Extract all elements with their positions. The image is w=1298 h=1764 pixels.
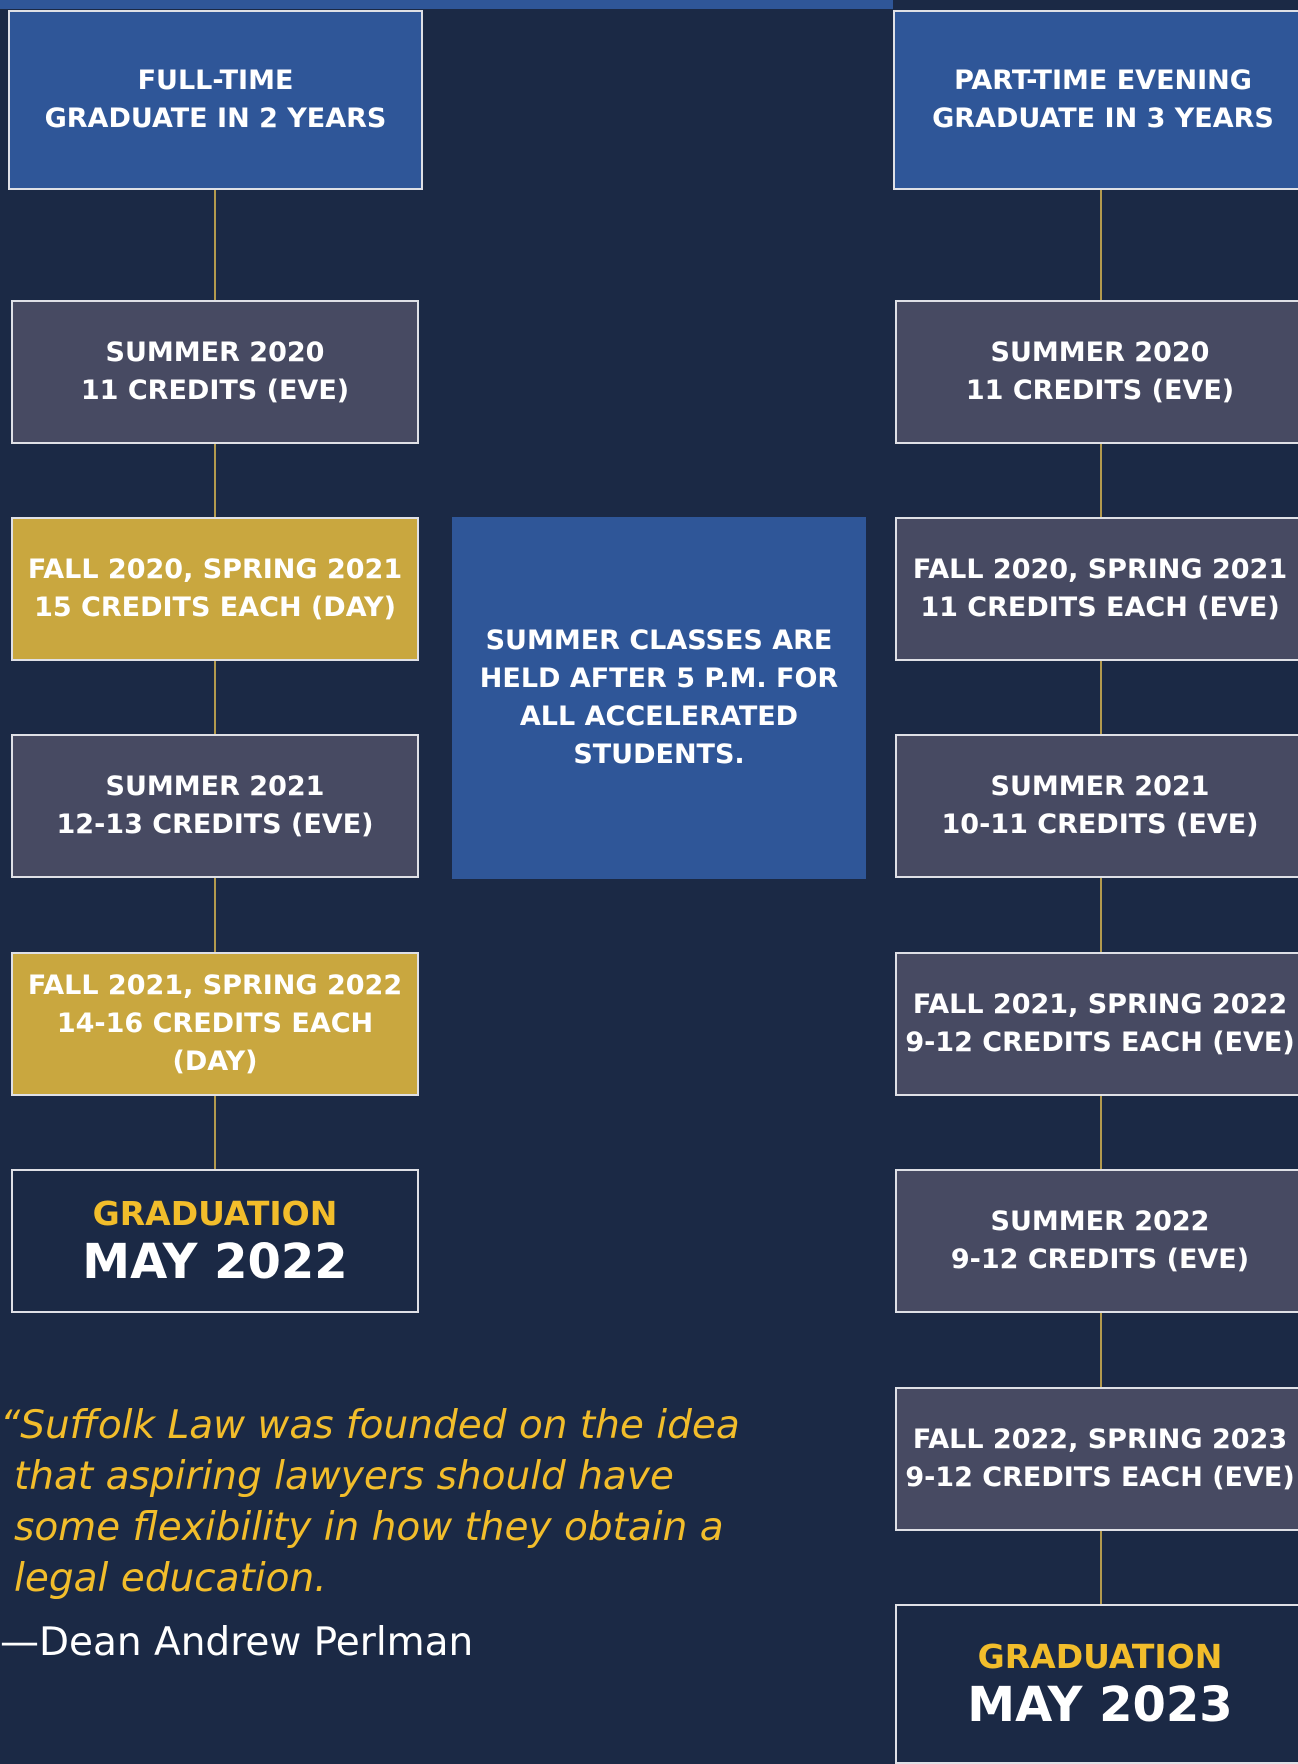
text-line: PART-TIME EVENING	[954, 65, 1252, 96]
text-line: 11 CREDITS (EVE)	[965, 375, 1235, 406]
text-line: ALL ACCELERATED	[519, 701, 799, 732]
text-line: 9-12 CREDITS EACH (EVE)	[905, 1462, 1295, 1493]
connector	[214, 185, 216, 1175]
text-line: 11 CREDITS EACH (EVE)	[920, 592, 1280, 623]
step-box: FALL 2020, SPRING 2021 11 CREDITS EACH (E…	[895, 517, 1298, 661]
graduation-label: GRADUATION	[977, 1637, 1223, 1676]
text-line: HELD AFTER 5 P.M. FOR	[479, 663, 839, 694]
connector	[1100, 185, 1102, 1615]
step-box: FALL 2021, SPRING 2022 14-16 CREDITS EACH…	[11, 952, 419, 1096]
text-line: 14-16 CREDITS EACH (DAY)	[56, 1008, 374, 1077]
graduation-date: MAY 2023	[967, 1677, 1233, 1733]
quote: “Suffolk Law was founded on the idea that…	[0, 1400, 740, 1604]
text-line: SUMMER 2020	[990, 337, 1210, 368]
quote-line: some flexibility in how they obtain a	[14, 1505, 724, 1550]
top-strip	[0, 0, 893, 9]
text-line: 12-13 CREDITS (EVE)	[56, 809, 374, 840]
step-box: SUMMER 2020 11 CREDITS (EVE)	[11, 300, 419, 444]
text-line: SUMMER 2020	[105, 337, 325, 368]
step-box: SUMMER 2021 12-13 CREDITS (EVE)	[11, 734, 419, 878]
text-line: FALL 2020, SPRING 2021	[912, 554, 1288, 585]
text-line: SUMMER 2022	[990, 1206, 1210, 1237]
graduation-box: GRADUATION MAY 2022	[11, 1169, 419, 1313]
graduation-label: GRADUATION	[92, 1194, 338, 1233]
text-line: GRADUATE IN 3 YEARS	[932, 103, 1274, 134]
text-line: 10-11 CREDITS (EVE)	[941, 809, 1259, 840]
column-header: PART-TIME EVENING GRADUATE IN 3 YEARS	[893, 10, 1298, 190]
text-line: FALL 2020, SPRING 2021	[27, 554, 403, 585]
step-box: FALL 2022, SPRING 2023 9-12 CREDITS EACH …	[895, 1387, 1298, 1531]
quote-line: legal education.	[14, 1556, 327, 1601]
text-line: 15 CREDITS EACH (DAY)	[34, 592, 396, 623]
step-box: SUMMER 2021 10-11 CREDITS (EVE)	[895, 734, 1298, 878]
text-line: 9-12 CREDITS EACH (EVE)	[905, 1027, 1295, 1058]
text-line: 9-12 CREDITS (EVE)	[950, 1244, 1250, 1275]
step-box: SUMMER 2020 11 CREDITS (EVE)	[895, 300, 1298, 444]
graduation-box: GRADUATION MAY 2023	[895, 1604, 1298, 1764]
text-line: GRADUATE IN 2 YEARS	[44, 103, 387, 134]
step-box: SUMMER 2022 9-12 CREDITS (EVE)	[895, 1169, 1298, 1313]
attribution: —Dean Andrew Perlman	[0, 1620, 474, 1665]
step-box: FALL 2020, SPRING 2021 15 CREDITS EACH (D…	[11, 517, 419, 661]
text-line: FALL 2022, SPRING 2023	[912, 1424, 1288, 1455]
text-line: FALL 2021, SPRING 2022	[27, 970, 403, 1001]
column-header: FULL-TIME GRADUATE IN 2 YEARS	[8, 10, 423, 190]
text-line: SUMMER 2021	[105, 771, 325, 802]
graduation-date: MAY 2022	[82, 1234, 348, 1290]
quote-line: that aspiring lawyers should have	[14, 1454, 674, 1499]
text-line: FALL 2021, SPRING 2022	[912, 989, 1288, 1020]
text-line: SUMMER 2021	[990, 771, 1210, 802]
text-line: FULL-TIME	[137, 65, 294, 96]
quote-line: “Suffolk Law was founded on the idea	[0, 1403, 740, 1448]
note-box: SUMMER CLASSES ARE HELD AFTER 5 P.M. FOR A…	[452, 517, 866, 879]
step-box: FALL 2021, SPRING 2022 9-12 CREDITS EACH …	[895, 952, 1298, 1096]
text-line: 11 CREDITS (EVE)	[80, 375, 350, 406]
text-line: SUMMER CLASSES ARE	[485, 625, 833, 656]
text-line: STUDENTS.	[573, 739, 745, 770]
